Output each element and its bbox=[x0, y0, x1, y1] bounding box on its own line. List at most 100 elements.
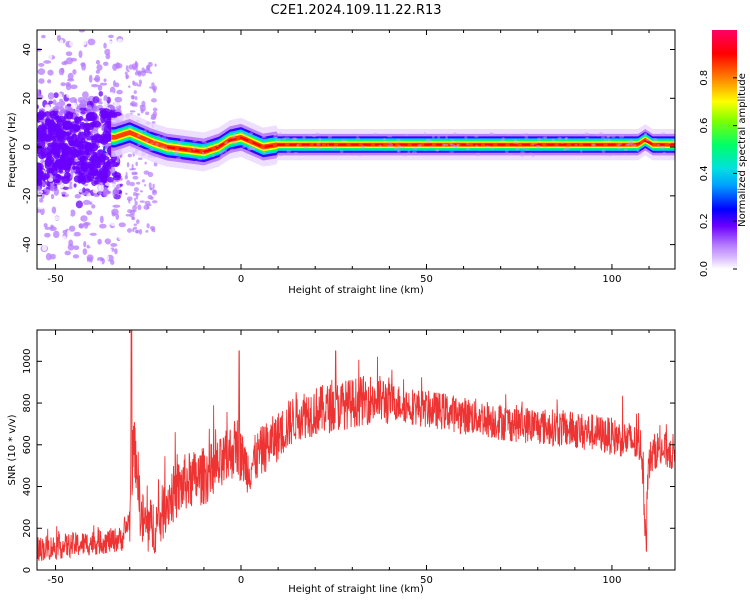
spectrogram-noise-blob bbox=[105, 254, 110, 261]
spectrogram-fringe bbox=[607, 138, 611, 142]
spectrogram-fringe bbox=[129, 127, 134, 129]
spectrogram-fringe bbox=[165, 138, 169, 141]
spectrogram-fringe bbox=[249, 132, 254, 135]
spectrogram-noise-blob bbox=[125, 192, 128, 195]
spectrogram-fringe bbox=[440, 134, 444, 137]
spectrogram-fringe bbox=[489, 132, 494, 136]
spectrogram-noise-blob bbox=[92, 188, 99, 194]
spectrogram-noise-blob bbox=[134, 197, 137, 202]
spectrogram-fringe bbox=[591, 143, 596, 147]
spectrogram-noise-blob bbox=[60, 165, 71, 171]
spectrogram-noise-blob bbox=[137, 113, 141, 116]
spectrogram-noise-blob bbox=[37, 126, 47, 133]
spectrogram-noise-blob bbox=[78, 88, 83, 96]
spectrogram-fringe bbox=[361, 145, 365, 149]
spectrogram-fringe bbox=[355, 137, 360, 141]
spectrogram-noise-blob bbox=[56, 34, 61, 42]
spectrogram-noise-blob bbox=[78, 223, 84, 229]
spectrogram-noise-blob bbox=[61, 235, 67, 244]
spectrogram-noise-blob bbox=[83, 240, 87, 248]
spectrogram-fringe bbox=[485, 145, 490, 148]
spectrogram-noise-blob bbox=[103, 161, 111, 166]
spectrogram-fringe bbox=[456, 143, 460, 147]
spectrogram-noise-blob bbox=[86, 210, 93, 216]
spectrogram-fringe bbox=[505, 149, 509, 154]
spectrogram-fringe bbox=[291, 137, 297, 141]
spectrogram-noise-blob bbox=[76, 105, 83, 113]
spectrogram-fringe bbox=[639, 151, 642, 155]
spectrogram-fringe bbox=[314, 132, 321, 137]
spectrogram-noise-blob bbox=[82, 187, 86, 194]
spectrogram-fringe bbox=[248, 143, 253, 148]
y-tick-label: 0 bbox=[22, 144, 33, 150]
spectrogram-fringe bbox=[148, 148, 154, 152]
spectrogram-fringe bbox=[636, 149, 640, 152]
spectrogram-fringe bbox=[645, 138, 650, 142]
spectrogram-fringe bbox=[584, 132, 589, 136]
spectrogram-noise-blob bbox=[81, 50, 89, 58]
spectrogram-noise-blob bbox=[129, 209, 136, 216]
spectrogram-noise-blob bbox=[73, 231, 81, 237]
y-tick-label: 200 bbox=[22, 519, 33, 538]
spectrogram-fringe bbox=[143, 129, 148, 133]
spectrogram-fringe bbox=[453, 132, 457, 136]
spectrogram-fringe bbox=[596, 134, 600, 137]
spectrogram-noise-blob bbox=[48, 45, 55, 51]
spectrogram-noise-blob bbox=[112, 175, 121, 181]
spectrogram-fringe bbox=[316, 147, 321, 150]
spectrogram-noise-blob bbox=[138, 79, 142, 86]
spectrogram-fringe bbox=[274, 139, 278, 143]
spectrogram-noise-blob bbox=[80, 215, 88, 222]
spectrogram-noise-blob bbox=[64, 147, 72, 156]
spectrogram-noise-blob bbox=[91, 128, 97, 134]
spectrogram-fringe bbox=[148, 130, 152, 133]
spectrogram-fringe bbox=[387, 141, 392, 144]
spectrogram-noise-blob bbox=[47, 79, 52, 84]
spectrogram-noise-blob bbox=[37, 261, 43, 266]
spectrogram-noise-blob bbox=[151, 200, 158, 204]
spectrogram-noise-blob bbox=[90, 155, 100, 165]
spectrogram-noise-blob bbox=[88, 242, 95, 248]
y-tick-label: 40 bbox=[22, 43, 33, 56]
spectrogram-noise-blob bbox=[133, 90, 137, 94]
spectrogram-fringe bbox=[194, 146, 197, 149]
spectrogram-ridge-peak bbox=[203, 148, 213, 153]
spectrogram-fringe bbox=[238, 131, 245, 134]
spectrogram-noise-blob bbox=[131, 216, 135, 220]
spectrogram-noise-blob bbox=[61, 191, 67, 195]
spectrogram-fringe bbox=[397, 145, 402, 149]
spectrogram-fringe bbox=[630, 141, 634, 144]
spectrogram-noise-blob bbox=[59, 98, 64, 103]
spectrogram-fringe bbox=[432, 135, 435, 139]
spectrogram-fringe bbox=[464, 135, 468, 140]
spectrogram-ridge-peak bbox=[215, 142, 225, 149]
spectrogram-noise-blob bbox=[129, 110, 136, 113]
spectrogram-noise-blob bbox=[77, 97, 85, 104]
spectrogram-fringe bbox=[671, 141, 675, 144]
spectrogram-noise-blob bbox=[139, 190, 143, 193]
spectrogram-noise-blob bbox=[79, 107, 86, 111]
spectrogram-noise-blob bbox=[81, 103, 87, 109]
spectrogram-fringe bbox=[201, 151, 205, 156]
spectrogram-fringe bbox=[222, 149, 227, 153]
spectrogram-noise-blob bbox=[95, 39, 101, 44]
spectrogram-fringe bbox=[535, 145, 541, 149]
spectrogram-noise-blob bbox=[139, 104, 143, 110]
spectrogram-noise-blob bbox=[100, 36, 106, 44]
spectrogram-fringe bbox=[136, 134, 141, 137]
spectrogram-heatmap bbox=[37, 30, 675, 267]
spectrogram-fringe bbox=[531, 153, 535, 158]
spectrogram-fringe bbox=[521, 147, 526, 150]
spectrogram-noise-blob bbox=[116, 89, 123, 95]
spectrogram-noise-blob bbox=[89, 201, 93, 205]
spectrogram-noise-blob bbox=[97, 260, 103, 267]
spectrogram-noise-blob bbox=[70, 149, 79, 157]
spectrogram-noise-blob bbox=[144, 161, 147, 165]
spectrogram-fringe bbox=[453, 145, 458, 148]
spectrogram-fringe bbox=[625, 143, 632, 146]
spectrogram-noise-blob bbox=[103, 78, 107, 82]
spectrogram-noise-blob bbox=[152, 183, 155, 189]
spectrogram-fringe bbox=[565, 137, 569, 140]
snr-series-line bbox=[37, 330, 675, 561]
spectrogram-noise-blob bbox=[119, 42, 126, 48]
